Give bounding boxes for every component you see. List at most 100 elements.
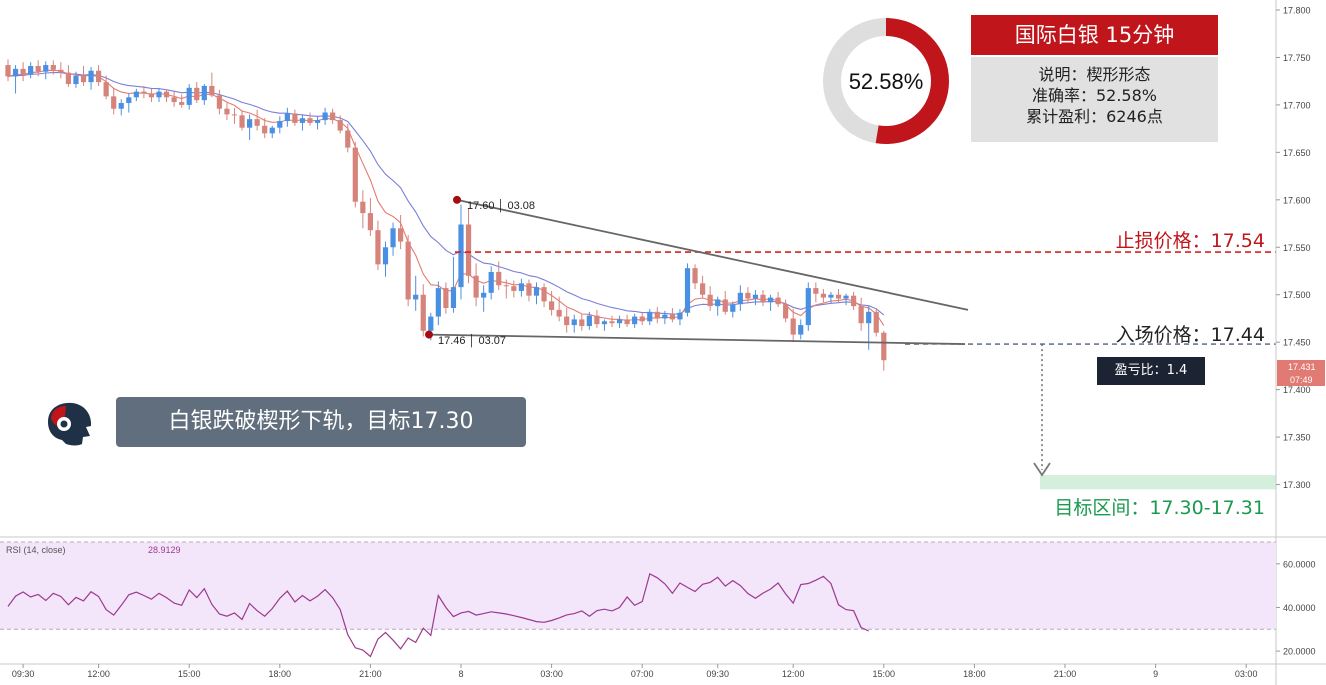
entry-price-label: 入场价格：17.44 <box>1115 324 1265 346</box>
candle-body <box>284 113 290 122</box>
low-point-label: 17.46 │ 03.07 <box>438 333 506 348</box>
headline-banner: 白银跌破楔形下轨，目标17.30 <box>116 397 526 447</box>
candle-body <box>571 319 577 326</box>
price-tick-label: 17.500 <box>1283 290 1311 300</box>
candle-body <box>745 292 751 299</box>
rsi-band <box>0 542 1276 630</box>
candle-body <box>775 297 781 305</box>
info-description: 说明：楔形形态 <box>1038 65 1151 84</box>
info-profit: 累计盈利：6246点 <box>1026 107 1163 126</box>
candle-body <box>647 311 653 322</box>
candle-body <box>700 283 706 295</box>
candle-body <box>239 115 245 128</box>
candle-body <box>201 85 207 101</box>
candlesticks <box>5 59 887 371</box>
time-tick-label: 21:00 <box>359 669 382 679</box>
candle-body <box>360 201 366 214</box>
candle-body <box>624 319 630 325</box>
candle-body <box>96 70 102 83</box>
ma-slow-line <box>7 72 885 316</box>
rsi-tick-label: 60.0000 <box>1283 559 1316 569</box>
time-tick-label: 8 <box>458 669 463 679</box>
price-tag: 17.431 <box>1288 362 1316 372</box>
candle-body <box>533 287 540 296</box>
candle-body <box>435 288 441 317</box>
price-tick-label: 17.700 <box>1283 100 1311 110</box>
info-title: 国际白银 15分钟 <box>971 15 1218 55</box>
time-tag: 07:49 <box>1290 375 1313 385</box>
candle-body <box>28 65 34 75</box>
candle-body <box>835 294 842 299</box>
candle-body <box>277 121 283 128</box>
candle-body <box>556 309 562 317</box>
price-tick-label: 17.800 <box>1283 6 1311 16</box>
candle-body <box>752 294 759 299</box>
candle-body <box>209 85 215 96</box>
donut-percent: 52.58% <box>849 69 924 94</box>
candle-body <box>518 283 524 291</box>
candle-body <box>669 314 675 320</box>
rsi-header: RSI (14, close) <box>6 545 66 555</box>
candle-body <box>443 288 449 309</box>
candle-body <box>654 311 660 319</box>
candle-body <box>632 316 638 325</box>
candle-body <box>330 112 336 121</box>
price-tick-label: 17.600 <box>1283 195 1311 205</box>
time-tick-label: 15:00 <box>178 669 201 679</box>
candle-body <box>398 228 404 242</box>
price-tick-label: 17.350 <box>1283 433 1311 443</box>
candle-body <box>375 230 381 265</box>
info-accuracy: 准确率：52.58% <box>1031 86 1157 105</box>
candle-body <box>858 306 864 324</box>
target-zone-rect <box>1040 475 1276 490</box>
candle-body <box>247 119 253 128</box>
wedge-and-levels <box>425 18 1276 477</box>
candle-body <box>616 319 623 324</box>
rsi-panel: 60.0000 40.0000 20.0000 <box>0 541 1316 658</box>
candle-body <box>473 275 479 298</box>
candle-body <box>820 293 826 298</box>
brand-avatar-icon <box>42 400 94 448</box>
time-tick-label: 18:00 <box>269 669 292 679</box>
candle-body <box>798 325 804 335</box>
candle-body <box>639 316 645 322</box>
candle-body <box>224 108 230 115</box>
candle-body <box>805 288 811 326</box>
candle-body <box>126 97 132 104</box>
candle-body <box>707 294 713 307</box>
time-tick-label: 09:30 <box>706 669 729 679</box>
candle-body <box>73 75 79 85</box>
candle-body <box>511 286 517 291</box>
candle-body <box>111 96 117 109</box>
time-tick-label: 03:00 <box>540 669 563 679</box>
candle-body <box>881 332 887 361</box>
candle-body <box>450 287 457 309</box>
candle-body <box>496 271 502 286</box>
point-labels: 17.60 │ 03.08 17.46 │ 03.07 RSI (14, clo… <box>6 69 1316 555</box>
price-tag-box <box>1277 360 1325 373</box>
info-panel: 说明：楔形形态 准确率：52.58% 累计盈利：6246点 <box>971 57 1218 142</box>
stop-loss-label: 止损价格：17.54 <box>1115 230 1265 252</box>
time-tick-label: 9 <box>1153 669 1158 679</box>
candle-body <box>314 120 321 123</box>
candle-body <box>677 312 683 320</box>
candle-body <box>292 113 298 123</box>
candle-body <box>337 120 343 131</box>
rsi-line <box>7 573 869 658</box>
price-tick-label: 17.650 <box>1283 148 1311 158</box>
target-zone <box>1040 475 1276 490</box>
candle-body <box>609 321 615 324</box>
price-tick-label: 17.400 <box>1283 385 1311 395</box>
wedge-low-point <box>425 330 433 339</box>
candle-body <box>307 118 313 123</box>
candle-body <box>541 287 547 302</box>
rsi-tick-label: 40.0000 <box>1283 603 1316 613</box>
rsi-value: 28.9129 <box>148 545 181 555</box>
candle-body <box>866 311 872 324</box>
candle-body <box>194 87 200 101</box>
time-tick-label: 18:00 <box>963 669 986 679</box>
candle-body <box>382 247 389 265</box>
time-tag-box <box>1277 373 1325 386</box>
